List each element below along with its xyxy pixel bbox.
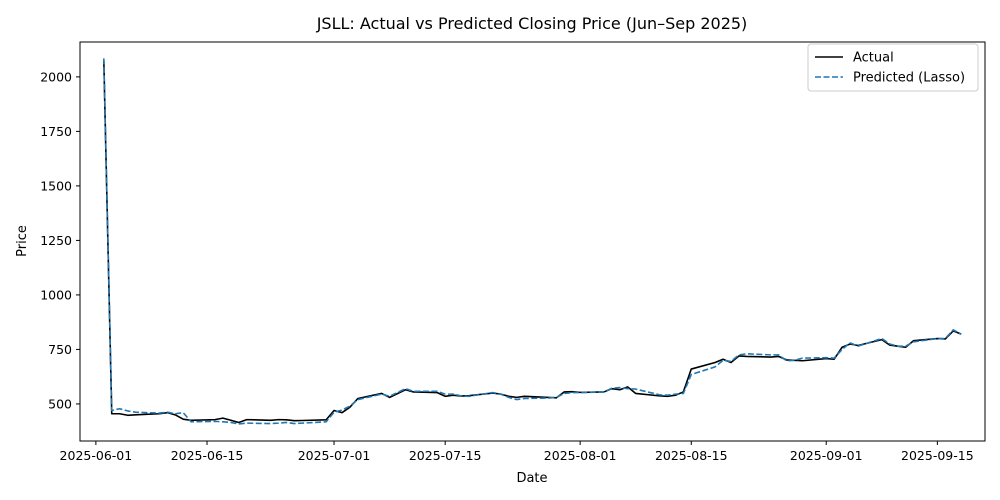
predicted-series-line [103, 58, 962, 425]
plot-area: 500 750 1000 1250 1500 1750 2000 2025-06-01 2025… [40, 41, 986, 463]
y-tick-label: 500 [48, 396, 72, 411]
legend-box [807, 43, 979, 92]
y-tick-label: 1500 [40, 178, 72, 193]
x-tick-label: 2025-08-15 [655, 448, 728, 463]
y-tick-label: 1000 [40, 287, 72, 302]
x-tick-label: 2025-07-15 [409, 448, 482, 463]
x-axis-title: Date [516, 471, 547, 486]
y-tick-label: 1750 [40, 124, 72, 139]
x-tick-label: 2025-06-01 [60, 448, 133, 463]
x-tick-label: 2025-08-01 [544, 448, 617, 463]
x-tick-label: 2025-07-01 [298, 448, 371, 463]
chart-title: JSLL: Actual vs Predicted Closing Price … [316, 14, 748, 33]
y-tick-label: 1250 [40, 233, 72, 248]
actual-series-line [103, 60, 962, 424]
legend-label: Predicted (Lasso) [853, 71, 965, 86]
x-tick-label: 2025-09-01 [790, 448, 863, 463]
legend-label: Actual [853, 51, 894, 66]
y-tick-label: 2000 [40, 69, 72, 84]
plot-frame [79, 41, 986, 442]
legend: Actual Predicted (Lasso) [807, 43, 979, 92]
y-tick-label: 750 [48, 342, 72, 357]
y-axis-title: Price [15, 225, 30, 257]
x-tick-label: 2025-09-15 [901, 448, 974, 463]
x-tick-label: 2025-06-15 [171, 448, 244, 463]
